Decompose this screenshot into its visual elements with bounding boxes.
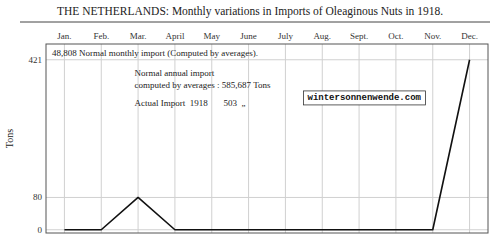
watermark-text: wintersonnenwende.com (308, 93, 422, 103)
grid-line-x (285, 44, 286, 233)
x-tick-label: June (240, 31, 257, 41)
y-tick-label: 421 (29, 55, 43, 65)
title-rule (20, 22, 490, 23)
plot-area (64, 60, 469, 230)
grid-line-x (322, 44, 323, 233)
x-tick-label: Aug. (313, 31, 331, 41)
x-tick-label: Jan. (57, 31, 71, 41)
x-tick-label: May (204, 31, 221, 41)
grid-line-y (46, 59, 488, 60)
x-tick-label: Feb. (93, 31, 109, 41)
grid-line-x (359, 44, 360, 233)
x-tick-label: July (278, 31, 294, 41)
grid-line-x (101, 44, 102, 233)
grid-line-x (64, 44, 65, 233)
annotation: 48,808 Normal monthly import (Computed b… (52, 48, 258, 58)
x-tick-label: Nov. (424, 31, 441, 41)
annotation: Actual Import 1918 503 „ (134, 98, 245, 108)
x-tick-label: Sept. (350, 31, 368, 41)
title: THE NETHERLANDS: Monthly variations in I… (57, 5, 443, 18)
grid-line-x (248, 44, 249, 233)
grid-line-x (469, 44, 470, 233)
x-tick-label: Mar. (130, 31, 147, 41)
chart: THE NETHERLANDS: Monthly variations in I… (0, 0, 500, 245)
y-tick-label: 80 (33, 192, 43, 202)
y-axis-label: Tons (4, 129, 15, 148)
grid-line-x (432, 44, 433, 233)
grid (46, 44, 488, 233)
plot-frame (46, 44, 488, 233)
y-tick-label: 0 (38, 225, 43, 235)
x-tick-label: April (165, 31, 184, 41)
grid-line-y (46, 197, 488, 198)
watermark: wintersonnenwende.com (304, 91, 426, 105)
x-tick-label: Dec. (461, 31, 478, 41)
annotation: Normal annual import computed by averages… (134, 68, 271, 90)
annotation-line: computed by averages : 585,687 Tons (134, 80, 271, 90)
annotation-line: Normal annual import (134, 68, 214, 78)
grid-line-x (395, 44, 396, 233)
data-line (64, 60, 469, 230)
watermark-box (304, 91, 426, 105)
x-tick-label: Oct. (388, 31, 403, 41)
